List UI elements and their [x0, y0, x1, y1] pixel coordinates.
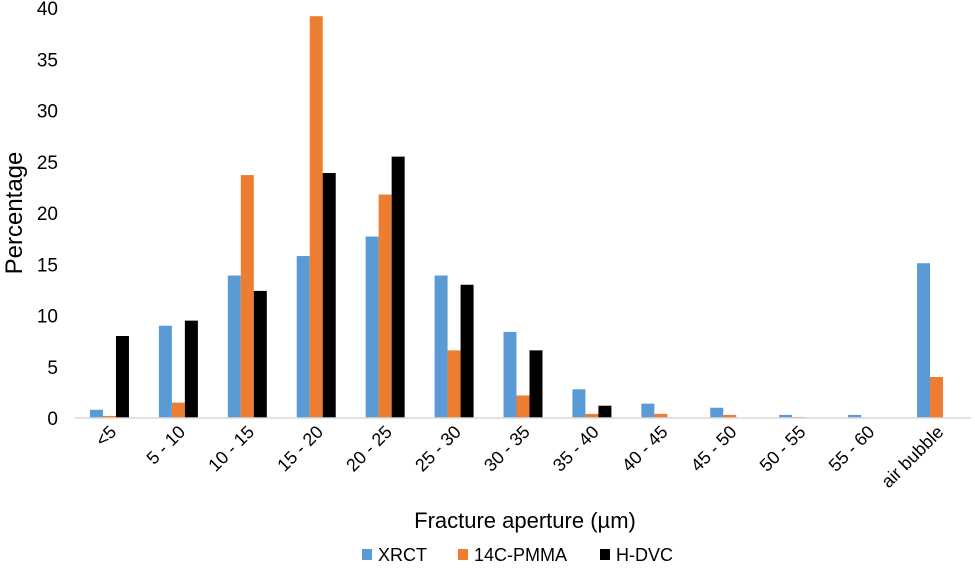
y-tick-label: 25: [37, 153, 58, 174]
bar-h-dvc-3: [322, 173, 336, 418]
bar-xrct-1: [158, 325, 172, 418]
x-tick-labels: <5 5 - 10 10 - 15 15 - 20 20 - 25 25 - 30 30 -…: [92, 422, 948, 492]
bar-14c-pmma-1: [171, 402, 185, 419]
bar-h-dvc-2: [253, 290, 267, 418]
y-tick-label: 35: [37, 50, 58, 71]
x-tick-label: 15 - 20: [273, 422, 327, 476]
bar-h-dvc-5: [460, 284, 474, 418]
x-tick-label: 40 - 45: [618, 422, 672, 476]
y-axis-label: Percentage: [1, 152, 28, 275]
bar-xrct-0: [89, 409, 103, 418]
bar-h-dvc-1: [184, 320, 198, 419]
x-tick-label: 45 - 50: [687, 422, 741, 476]
bar-xrct-2: [227, 275, 241, 418]
bar-14c-pmma-0: [102, 415, 116, 418]
y-tick-label: 30: [37, 102, 58, 123]
legend-swatch: [600, 549, 610, 560]
y-tick-label: 15: [37, 255, 58, 276]
bar-h-dvc-4: [391, 156, 405, 419]
x-tick-label: 55 - 60: [825, 422, 879, 476]
y-tick-label: 0: [47, 409, 58, 430]
x-tick-label: <5: [92, 422, 121, 451]
bar-xrct-11: [848, 414, 862, 418]
bar-h-dvc-0: [115, 336, 129, 418]
y-tick-label: 40: [37, 0, 58, 20]
bar-xrct-12: [917, 263, 931, 418]
bar-xrct-8: [641, 403, 655, 418]
bar-14c-pmma-3: [309, 16, 323, 418]
x-tick-label: air bubble: [877, 422, 947, 492]
bar-14c-pmma-8: [654, 413, 668, 418]
x-tick-label: 10 - 15: [204, 422, 258, 476]
y-tick-labels: 0 5 10 15 20 25 30 35 40: [37, 0, 58, 430]
bar-xrct-9: [710, 407, 724, 418]
legend-label: H-DVC: [616, 545, 673, 565]
bar-xrct-4: [365, 236, 379, 418]
bar-14c-pmma-2: [240, 175, 254, 418]
bars-group: [89, 16, 944, 419]
x-tick-label: 30 - 35: [480, 422, 534, 476]
x-tick-label: 25 - 30: [411, 422, 465, 476]
bar-xrct-10: [779, 414, 793, 418]
bar-xrct-3: [296, 256, 310, 418]
bar-14c-pmma-7: [585, 413, 599, 418]
x-tick-label: 20 - 25: [342, 422, 396, 476]
bar-xrct-7: [572, 389, 586, 418]
x-tick-label: 5 - 10: [143, 422, 190, 469]
y-tick-label: 5: [47, 358, 58, 379]
y-tick-label: 10: [37, 307, 58, 328]
bar-14c-pmma-12: [930, 377, 944, 418]
bar-xrct-5: [434, 275, 448, 418]
legend-label: XRCT: [378, 545, 427, 565]
legend-swatch: [362, 549, 372, 560]
x-tick-label: 50 - 55: [756, 422, 810, 476]
bar-14c-pmma-9: [723, 414, 737, 418]
legend-swatch: [458, 549, 468, 560]
bar-14c-pmma-4: [378, 194, 392, 418]
x-tick-label: 35 - 40: [549, 422, 603, 476]
bar-xrct-6: [503, 331, 517, 418]
bar-14c-pmma-5: [447, 350, 461, 418]
bar-h-dvc-6: [529, 350, 543, 418]
bar-h-dvc-7: [598, 405, 612, 418]
bar-14c-pmma-6: [516, 395, 530, 418]
x-axis-label: Fracture aperture (µm): [414, 508, 636, 533]
y-tick-label: 20: [37, 204, 58, 225]
legend-label: 14C-PMMA: [474, 545, 567, 565]
legend: XRCT 14C-PMMA H-DVC: [362, 545, 673, 565]
